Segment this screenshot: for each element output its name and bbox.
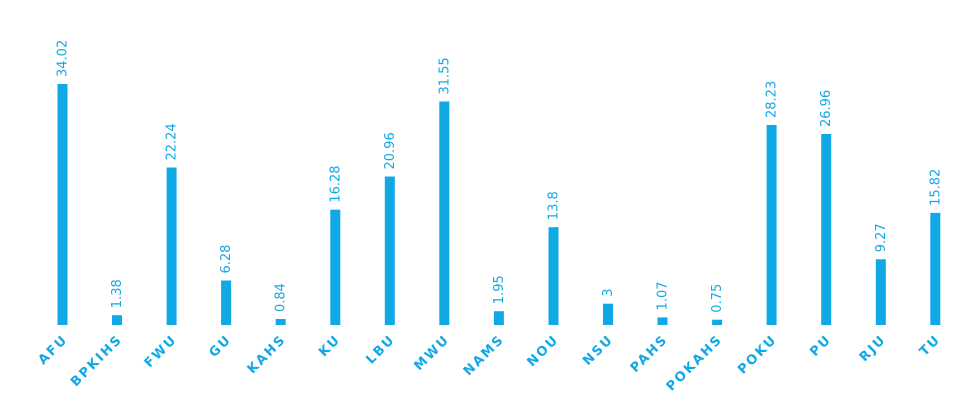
- category-label-nams: NAMS: [461, 332, 508, 379]
- value-label-pokahs: 0.75: [710, 284, 725, 313]
- value-label-poku: 28.23: [765, 81, 780, 118]
- value-label-fwu: 22.24: [165, 123, 180, 160]
- bar-pokahs: [712, 319, 723, 325]
- bar-gu: [221, 280, 232, 325]
- bar-poku: [766, 125, 777, 325]
- bar-lbu: [384, 176, 395, 325]
- value-label-nou: 13.8: [547, 191, 562, 220]
- category-label-pahs: PAHS: [628, 332, 672, 376]
- value-label-lbu: 20.96: [383, 132, 398, 169]
- bar-pu: [821, 134, 832, 325]
- category-label-mwu: MWU: [412, 332, 454, 374]
- bar-nou: [548, 227, 559, 325]
- category-label-afu: AFU: [36, 332, 72, 368]
- bar-bpkihs: [112, 315, 122, 325]
- bar-ku: [330, 209, 341, 325]
- bar-nams: [493, 311, 504, 325]
- category-label-lbu: LBU: [363, 332, 398, 367]
- category-label-gu: GU: [206, 332, 234, 360]
- category-label-bpkihs: BPKIHS: [68, 332, 126, 390]
- category-label-poku: POKU: [735, 332, 780, 377]
- category-label-nou: NOU: [524, 332, 562, 370]
- category-label-nsu: NSU: [580, 332, 617, 369]
- bars-group: [57, 84, 941, 325]
- category-label-rju: RJU: [857, 332, 890, 365]
- bar-tu: [930, 212, 941, 325]
- category-label-pu: PU: [807, 332, 835, 360]
- category-label-ku: KU: [316, 332, 344, 360]
- category-label-kahs: KAHS: [245, 332, 290, 377]
- value-label-kahs: 0.84: [274, 283, 289, 312]
- category-label-tu: TU: [917, 332, 944, 359]
- bar-fwu: [166, 167, 177, 325]
- category-label-pokahs: POKAHS: [664, 332, 726, 394]
- bar-pahs: [657, 317, 668, 325]
- bar-afu: [57, 84, 68, 325]
- value-label-pahs: 1.07: [656, 281, 671, 310]
- value-label-rju: 9.27: [874, 223, 889, 252]
- value-label-afu: 34.02: [56, 40, 71, 77]
- value-label-bpkihs: 1.38: [110, 279, 125, 308]
- value-label-mwu: 31.55: [437, 57, 452, 94]
- value-label-ku: 16.28: [328, 165, 343, 202]
- value-labels-group: 34.02 1.38 22.24 6.28 0.84 16.28 20.96 31.55 1.9…: [56, 40, 944, 313]
- value-label-nams: 1.95: [492, 275, 507, 304]
- bar-mwu: [439, 101, 450, 325]
- bar-kahs: [275, 319, 286, 325]
- value-label-tu: 15.82: [928, 169, 943, 206]
- value-label-nsu: 3: [601, 288, 616, 296]
- category-label-fwu: FWU: [142, 332, 181, 371]
- value-label-pu: 26.96: [819, 90, 834, 127]
- bar-nsu: [603, 303, 613, 325]
- value-label-gu: 6.28: [219, 245, 234, 274]
- bar-rju: [875, 259, 886, 325]
